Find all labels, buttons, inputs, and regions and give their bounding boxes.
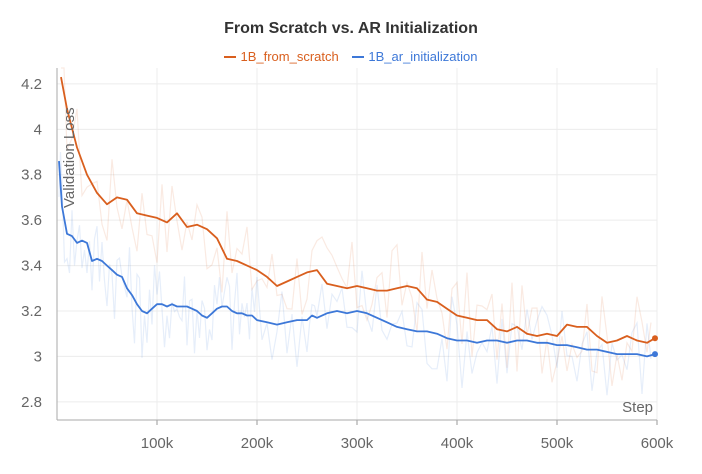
y-tick-label: 3.8 [21, 167, 42, 184]
y-tick-label: 4 [34, 121, 42, 138]
series-end-point [652, 351, 658, 358]
legend-swatch-ar-initialization [352, 55, 365, 58]
x-tick-label: 400k [441, 435, 474, 452]
axes: 2.8 3 3.2 3.4 3.6 3.8 4 4.2 100k 200k 300k 400k 500k… [21, 68, 674, 452]
raw-trace [58, 151, 652, 396]
raw-trace [61, 67, 652, 386]
x-tick-label: 600k [641, 435, 674, 452]
legend-label-ar-initialization: 1B_ar_initialization [368, 49, 478, 64]
y-tick-label: 2.8 [21, 394, 42, 411]
chart-title: From Scratch vs. AR Initialization [224, 20, 478, 37]
x-tick-label: 500k [541, 435, 574, 452]
series-line-from-scratch[interactable] [60, 76, 656, 344]
x-tick-label: 100k [141, 435, 174, 452]
x-tick-label: 200k [241, 435, 274, 452]
y-axis-title: Validation Loss [61, 107, 78, 208]
legend: 1B_from_scratch 1B_ar_initialization [0, 49, 702, 64]
series-line-ar-initialization[interactable] [58, 161, 656, 358]
legend-item-ar-initialization[interactable]: 1B_ar_initialization [352, 49, 478, 64]
legend-swatch-from-scratch [224, 55, 237, 58]
y-tick-label: 3.2 [21, 303, 42, 320]
legend-item-from-scratch[interactable]: 1B_from_scratch [224, 49, 339, 64]
grid [57, 68, 658, 420]
y-tick-label: 4.2 [21, 76, 42, 93]
y-tick-label: 3 [34, 348, 42, 365]
y-tick-label: 3.4 [21, 258, 42, 275]
legend-label-from-scratch: 1B_from_scratch [240, 49, 339, 64]
x-tick-label: 300k [341, 435, 374, 452]
series-layer [58, 67, 658, 396]
series-end-point [652, 335, 658, 342]
x-axis-title: Step [622, 399, 653, 416]
y-tick-label: 3.6 [21, 212, 42, 229]
